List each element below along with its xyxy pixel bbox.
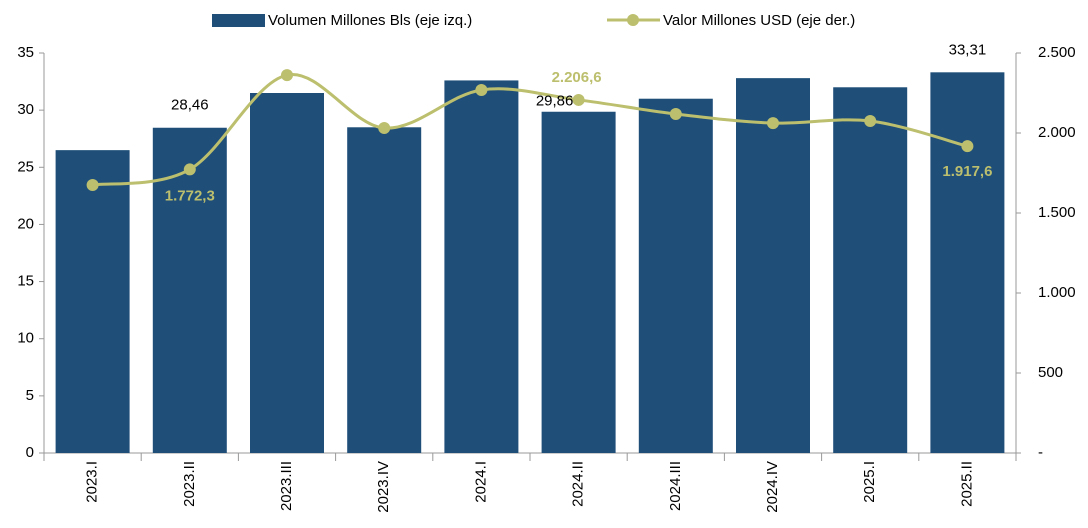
legend-swatch-marker bbox=[627, 14, 639, 26]
y-tick-label: 20 bbox=[17, 215, 34, 232]
legend-label: Volumen Millones Bls (eje izq.) bbox=[268, 12, 472, 29]
x-tick-label: 2025.II bbox=[958, 461, 975, 507]
legend-label: Valor Millones USD (eje der.) bbox=[663, 12, 855, 29]
x-tick-label: 2024.II bbox=[570, 461, 587, 507]
x-tick-label: 2023.I bbox=[84, 461, 101, 503]
line-value-label: 1.917,6 bbox=[942, 163, 992, 180]
bar bbox=[541, 111, 616, 453]
bar bbox=[638, 98, 713, 453]
y2-tick-label: - bbox=[1038, 444, 1043, 461]
y-tick-label: 35 bbox=[17, 44, 34, 61]
line-value-label: 2.206,6 bbox=[552, 69, 602, 86]
line-point bbox=[572, 93, 585, 106]
line bbox=[92, 73, 968, 187]
line-point bbox=[864, 115, 877, 127]
bar bbox=[736, 78, 810, 454]
bar bbox=[250, 93, 324, 453]
bar bbox=[833, 87, 908, 454]
y-tick-label: 10 bbox=[17, 330, 34, 347]
bar bbox=[347, 127, 422, 454]
y-tick-label: 5 bbox=[26, 387, 34, 404]
line-point bbox=[475, 83, 488, 96]
bar-value-label: 29,86 bbox=[536, 93, 574, 110]
y-tick-label: 30 bbox=[17, 101, 34, 118]
y-tick-label: 0 bbox=[26, 444, 34, 461]
x-tick-label: 2024.IV bbox=[764, 461, 781, 513]
x-tick-label: 2025.I bbox=[861, 461, 878, 503]
x-tick-label: 2024.I bbox=[472, 461, 489, 503]
x-tick-label: 2023.III bbox=[278, 461, 295, 511]
bar bbox=[930, 72, 1005, 454]
bar-value-label: 33,31 bbox=[949, 41, 987, 58]
line-point bbox=[767, 117, 779, 130]
legend-swatch bbox=[212, 14, 265, 27]
bar-value-label: 28,46 bbox=[171, 97, 209, 114]
y2-tick-label: 2.000 bbox=[1038, 124, 1076, 141]
line-value-label: 1.772,3 bbox=[165, 187, 215, 204]
y-tick-label: 15 bbox=[17, 273, 34, 290]
x-tick-label: 2024.III bbox=[667, 461, 684, 511]
y2-tick-label: 2.500 bbox=[1038, 44, 1076, 61]
bar bbox=[55, 150, 130, 453]
x-tick-label: 2023.IV bbox=[375, 461, 392, 513]
y2-tick-label: 1.500 bbox=[1038, 204, 1076, 221]
x-tick-label: 2023.II bbox=[181, 461, 198, 507]
line-point bbox=[961, 140, 974, 153]
y2-tick-label: 1.000 bbox=[1038, 284, 1076, 301]
line-point bbox=[378, 122, 391, 135]
bar bbox=[444, 80, 519, 453]
line-point bbox=[86, 179, 99, 191]
y2-tick-label: 500 bbox=[1038, 364, 1063, 381]
line-point bbox=[183, 163, 196, 176]
y-tick-label: 25 bbox=[17, 158, 34, 175]
bar bbox=[152, 127, 227, 453]
line-point bbox=[669, 107, 682, 120]
line-point bbox=[281, 69, 293, 82]
